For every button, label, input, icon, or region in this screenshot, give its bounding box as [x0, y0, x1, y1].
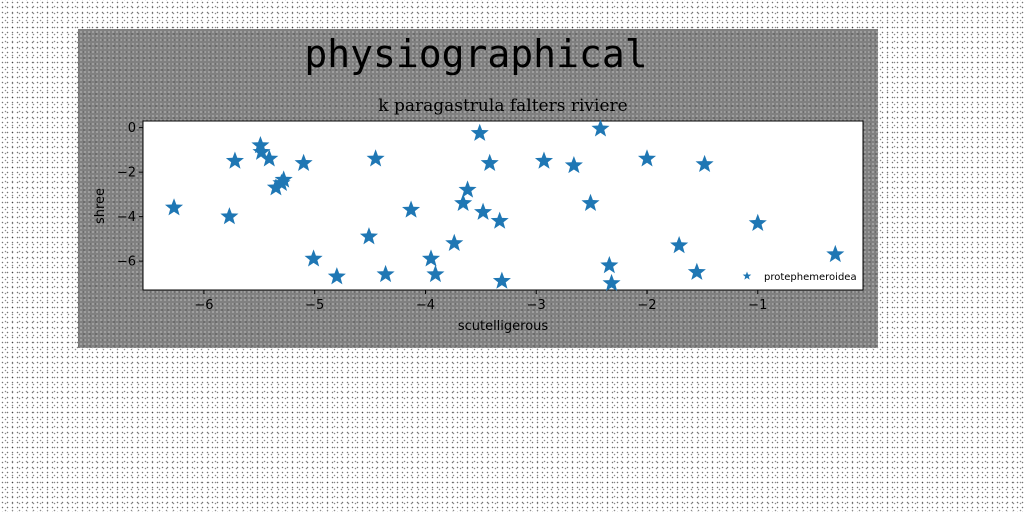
y-tick-label: −2 — [117, 166, 136, 181]
data-point-star — [602, 273, 621, 292]
data-point-star — [695, 154, 714, 173]
chart-title: physiographical — [304, 32, 647, 76]
x-tick-label: −2 — [637, 298, 656, 313]
data-point-star — [359, 227, 378, 245]
data-point-star — [274, 170, 293, 188]
data-point-star — [458, 180, 477, 198]
data-point-star — [366, 149, 385, 167]
data-point-star — [490, 211, 509, 229]
data-point-star — [402, 200, 421, 218]
data-point-star — [581, 193, 600, 211]
data-point-star — [492, 271, 511, 289]
data-point-star — [474, 202, 493, 220]
data-point-star — [327, 267, 346, 285]
x-tick-label: −3 — [527, 298, 546, 313]
data-point-star — [376, 264, 395, 283]
data-point-star — [600, 256, 619, 274]
data-point-star — [421, 249, 441, 267]
y-tick-label: 0 — [128, 121, 136, 136]
data-point-star — [260, 149, 279, 167]
x-tick-label: −4 — [416, 298, 435, 313]
y-axis: 0 −2 −4 −6 — [117, 121, 143, 270]
legend-marker-star-icon — [742, 271, 752, 280]
data-point-star — [220, 207, 239, 225]
chart-figure: physiographical k paragastrula falters r… — [78, 29, 878, 348]
data-point-star — [470, 123, 489, 141]
x-tick-label: −5 — [305, 298, 324, 313]
x-tick-label: −6 — [194, 298, 213, 313]
data-point-star — [445, 233, 464, 251]
data-point-star — [266, 178, 285, 196]
data-point-star — [480, 153, 499, 171]
plot-area — [142, 120, 864, 291]
legend: protephemeroidea — [742, 271, 857, 283]
scatter-points — [164, 119, 845, 292]
data-point-star — [225, 151, 244, 169]
data-point-star — [637, 149, 657, 167]
legend-label: protephemeroidea — [764, 272, 857, 283]
data-point-star — [534, 151, 554, 169]
data-point-star — [591, 119, 610, 137]
data-point-star — [252, 142, 271, 160]
data-point-star — [748, 213, 767, 231]
chart-subtitle: k paragastrula falters riviere — [378, 96, 627, 116]
data-point-star — [294, 153, 313, 171]
scatter-chart: physiographical k paragastrula falters r… — [93, 32, 864, 334]
data-point-star — [564, 155, 583, 174]
y-tick-label: −6 — [117, 255, 136, 270]
data-point-star — [687, 262, 706, 280]
data-point-star — [454, 193, 473, 211]
x-axis-label: scutelligerous — [458, 319, 549, 334]
data-point-star — [670, 236, 689, 254]
data-point-star — [426, 264, 445, 283]
x-axis: −6 −5 −4 −3 −2 −1 — [194, 290, 767, 313]
x-tick-label: −1 — [748, 298, 767, 313]
data-point-star — [826, 244, 845, 263]
y-axis-label: shree — [93, 188, 108, 224]
data-point-star — [164, 198, 184, 216]
y-tick-label: −4 — [117, 210, 136, 225]
data-point-star — [304, 249, 323, 267]
data-point-star — [251, 135, 270, 154]
